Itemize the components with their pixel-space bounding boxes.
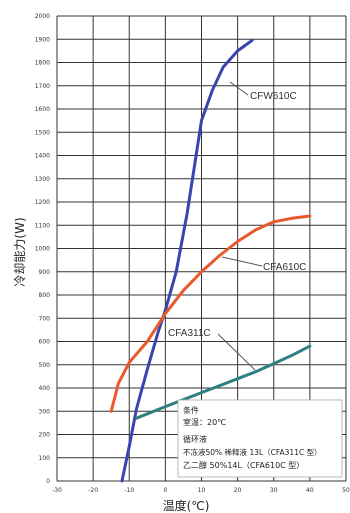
- series-line-cfw610c: [120, 38, 254, 483]
- x-tick-label: 40: [306, 487, 314, 494]
- note-line-3: 循环液: [183, 434, 207, 444]
- y-tick-label: 1500: [35, 129, 50, 136]
- y-tick-label: 1700: [35, 83, 50, 90]
- x-tick-label: 50: [342, 487, 350, 494]
- cfa311c-leader: [217, 333, 256, 371]
- y-tick-label: 1800: [35, 60, 50, 67]
- cfw610c-label: CFW610C: [250, 91, 297, 102]
- x-tick-label: 20: [234, 487, 242, 494]
- x-tick-label: 0: [163, 487, 167, 494]
- note-line-5: 乙二醇 50%14L（CFA610C 型）: [183, 460, 304, 470]
- x-axis-ticks: -30 -20 -10 0 10 20 30 40 50: [52, 487, 350, 494]
- y-tick-label: 1200: [35, 199, 50, 206]
- x-tick-label: -10: [124, 487, 134, 494]
- y-tick-label: 1300: [35, 176, 50, 183]
- y-tick-label: 500: [39, 362, 51, 369]
- y-tick-label: 200: [39, 432, 51, 439]
- series-line-cfa311c: [135, 344, 312, 420]
- series-label-cfa311c: CFA311C: [168, 328, 256, 371]
- x-tick-label: -30: [52, 487, 62, 494]
- conditions-note: 条件 室温：20℃ 循环液 不冻液50% 稀释液 13L（CFA311C 型） …: [177, 399, 343, 478]
- y-axis-ticks: 0 100 200 300 400 500 600 700 800 900 1000 1100 1200…: [35, 13, 50, 485]
- y-tick-label: 400: [39, 385, 51, 392]
- y-tick-label: 1900: [35, 36, 50, 43]
- y-tick-label: 800: [39, 292, 51, 299]
- y-tick-label: 600: [39, 339, 51, 346]
- note-line-2: 室温：20℃: [183, 417, 226, 427]
- x-tick-label: 10: [198, 487, 206, 494]
- y-tick-label: 1400: [35, 153, 50, 160]
- cfa610c-leader: [221, 256, 263, 267]
- y-tick-label: 2000: [35, 13, 50, 20]
- y-tick-label: 700: [39, 315, 51, 322]
- y-tick-label: 1600: [35, 106, 50, 113]
- x-tick-label: -20: [88, 487, 98, 494]
- cfa311c-label: CFA311C: [168, 328, 211, 339]
- series-lines: [109, 38, 312, 483]
- series-line-cfa610c: [109, 214, 312, 413]
- y-tick-label: 300: [39, 408, 51, 415]
- note-line-1: 条件: [183, 405, 199, 415]
- y-axis-title: 冷却能力(W): [13, 217, 27, 286]
- x-tick-label: 30: [270, 487, 278, 494]
- note-box: [177, 399, 343, 478]
- y-tick-label: 1100: [35, 222, 50, 229]
- y-tick-label: 1000: [35, 246, 50, 253]
- cfa610c-label: CFA610C: [263, 262, 306, 273]
- y-tick-label: 0: [46, 478, 50, 485]
- y-tick-label: 900: [39, 269, 51, 276]
- series-label-cfa610c: CFA610C: [221, 256, 306, 273]
- series-label-cfw610c: CFW610C: [229, 81, 297, 102]
- note-line-4: 不冻液50% 稀释液 13L（CFA311C 型）: [183, 447, 322, 457]
- x-axis-title: 温度(℃): [163, 498, 210, 513]
- y-tick-label: 100: [39, 455, 51, 462]
- cfw610c-leader: [229, 81, 249, 96]
